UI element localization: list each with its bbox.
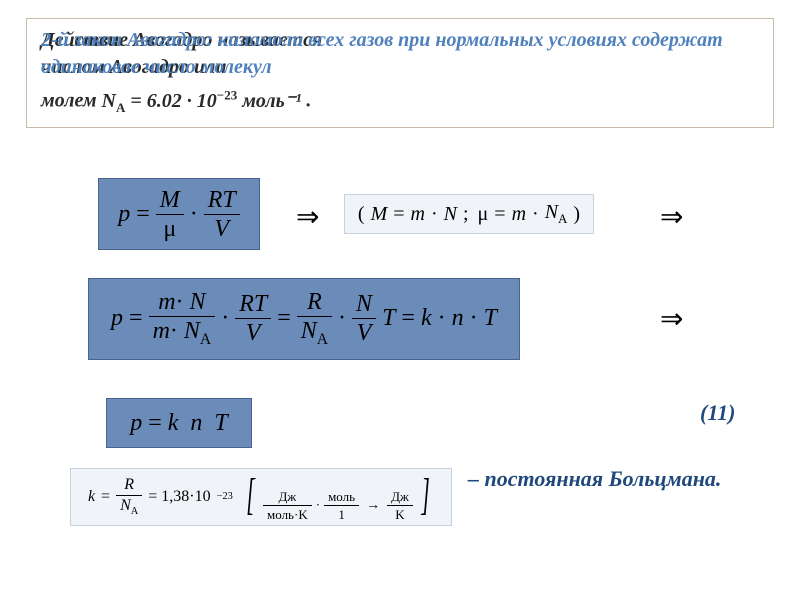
na-A: A bbox=[116, 100, 125, 115]
bk-eq: = bbox=[101, 488, 110, 506]
header-overlap: Действие Авогадро называется числом Авог… bbox=[41, 27, 759, 119]
na-symbol: NA = 6.02 · 10−23 моль⁻¹ bbox=[102, 90, 307, 112]
formula-box-2: ( M = m · N; μ = m · NA ) bbox=[344, 194, 594, 234]
eq3-content: p = m· N m· NA · RT V = R NA · N V T = bbox=[108, 290, 500, 347]
eq3-f3-num: R bbox=[297, 290, 332, 317]
eq3-eq1: = bbox=[129, 305, 143, 332]
eq1-frac2: RT V bbox=[204, 188, 240, 241]
boltzmann-box: k = R NA = 1,38·10 −23 [ Дж моль·K · моль… bbox=[70, 468, 452, 526]
eq1-content: p = M μ · RT V bbox=[115, 188, 243, 241]
eq2-NA: NA bbox=[545, 201, 568, 227]
boltz-content: k = R NA = 1,38·10 −23 [ Дж моль·K · моль… bbox=[85, 473, 437, 521]
eq3-frac4: N V bbox=[352, 292, 376, 345]
bk-dot: · bbox=[316, 497, 320, 512]
eq3-T2: T bbox=[484, 305, 497, 332]
arrow-2: ⇒ bbox=[660, 200, 683, 234]
eq2-sep: ; bbox=[463, 203, 469, 226]
eq3-eq2: = bbox=[277, 305, 291, 332]
eq2-dot1: · bbox=[431, 203, 438, 226]
eq4-p: p bbox=[130, 410, 142, 437]
eq3-dot-b: · bbox=[338, 305, 346, 332]
slide-root: Действие Авогадро называется числом Авог… bbox=[0, 0, 800, 600]
eq3-f2-num: RT bbox=[235, 292, 271, 319]
eq2-m2: m bbox=[512, 203, 526, 226]
bk-k: k bbox=[88, 488, 95, 506]
eq3-dot-c: · bbox=[438, 305, 446, 332]
na-exp: −23 bbox=[217, 87, 237, 102]
bk-u2: моль 1 bbox=[324, 490, 359, 521]
eq2-mu: μ bbox=[478, 203, 489, 226]
na-period: . bbox=[306, 90, 311, 112]
eq2-eq2: = bbox=[494, 203, 505, 226]
eq1-p: p bbox=[118, 201, 130, 228]
bk-frac: R NA bbox=[116, 477, 142, 518]
eq3-n: n bbox=[452, 305, 464, 332]
bk-u1: Дж моль·K bbox=[263, 490, 312, 521]
eq2-m1: m bbox=[411, 203, 425, 226]
formula-box-4: p = k n T bbox=[106, 398, 252, 448]
eq1-eq: = bbox=[136, 201, 150, 228]
eq3-f3-den: NA bbox=[297, 317, 332, 347]
bk-R: R bbox=[116, 477, 142, 496]
arrow-3: ⇒ bbox=[660, 302, 683, 336]
eq3-f4-den: V bbox=[352, 319, 376, 345]
eq2-eq1: = bbox=[393, 203, 404, 226]
eq3-eq3: = bbox=[401, 305, 415, 332]
formula-box-3: p = m· N m· NA · RT V = R NA · N V T = bbox=[88, 278, 520, 360]
eq3-dot-a: · bbox=[221, 305, 229, 332]
eq2-content: ( M = m · N; μ = m · NA ) bbox=[355, 201, 583, 227]
eq2-M: M bbox=[371, 203, 388, 226]
arrow-1: ⇒ bbox=[296, 200, 319, 234]
eq1-V: V bbox=[204, 215, 240, 241]
bk-u3: Дж K bbox=[387, 490, 413, 521]
bk-units: [ Дж моль·K · моль 1 → Дж K ] bbox=[242, 473, 434, 521]
eq4-n: n bbox=[190, 410, 202, 437]
eq3-T: T bbox=[382, 305, 395, 332]
eq3-f1-num: m· N bbox=[149, 290, 216, 317]
eq4-content: p = k n T bbox=[127, 410, 231, 437]
avogadro-law-text: 2-й закон Авогадро: киломоли всех газов … bbox=[41, 27, 761, 81]
bracket-l-icon: [ bbox=[246, 473, 255, 517]
na-eq: = 6.02 · 10 bbox=[130, 90, 216, 112]
eq3-frac3: R NA bbox=[297, 290, 332, 347]
eq3-frac2: RT V bbox=[235, 292, 271, 345]
eq1-dot: · bbox=[190, 201, 198, 228]
eq3-frac1: m· N m· NA bbox=[149, 290, 216, 347]
equation-number: (11) bbox=[700, 400, 735, 426]
eq1-RT: RT bbox=[204, 188, 240, 215]
eq3-k: k bbox=[421, 305, 432, 332]
eq4-T: T bbox=[214, 410, 227, 437]
bk-val: = 1,38·10 bbox=[148, 488, 210, 506]
title-line3: молем bbox=[41, 90, 97, 112]
boltzmann-label: – постоянная Больцмана. bbox=[468, 466, 728, 492]
eq1-M: M bbox=[156, 188, 184, 215]
formula-box-1: p = M μ · RT V bbox=[98, 178, 260, 250]
eq2-N: N bbox=[444, 203, 457, 226]
bracket-r-icon: ] bbox=[421, 473, 430, 517]
bk-arrow-icon: → bbox=[366, 498, 380, 513]
bk-exp: −23 bbox=[217, 491, 233, 502]
top-frame: Действие Авогадро называется числом Авог… bbox=[26, 18, 774, 128]
eq3-dot-d: · bbox=[470, 305, 478, 332]
eq1-frac1: M μ bbox=[156, 188, 184, 241]
na-unit: моль⁻¹ bbox=[242, 90, 301, 112]
bk-NA: NA bbox=[116, 496, 142, 518]
eq3-p: p bbox=[111, 305, 123, 332]
eq4-eq: = bbox=[148, 410, 162, 437]
eq2-dot2: · bbox=[532, 203, 539, 226]
eq3-f2-den: V bbox=[235, 319, 271, 345]
eq2-open: ( bbox=[358, 203, 365, 226]
eq3-f4-num: N bbox=[352, 292, 376, 319]
eq3-f1-den: m· NA bbox=[149, 317, 216, 347]
eq4-k: k bbox=[168, 410, 179, 437]
na-N: N bbox=[102, 90, 116, 112]
eq2-close: ) bbox=[573, 203, 580, 226]
eq1-mu: μ bbox=[156, 215, 184, 241]
